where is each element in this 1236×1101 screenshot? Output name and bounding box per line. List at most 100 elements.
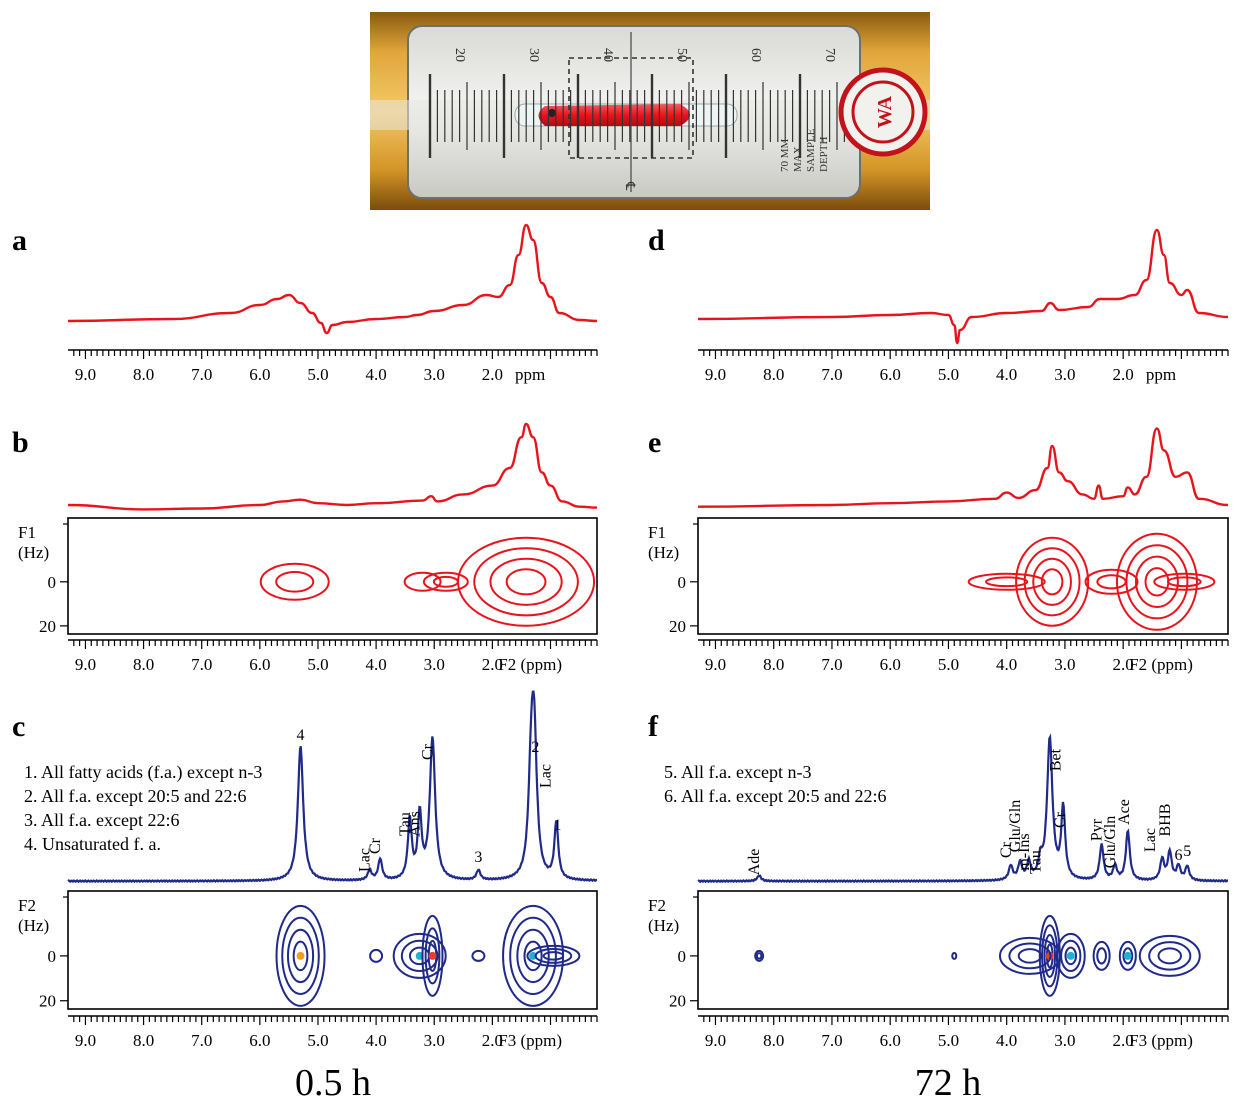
panel-letter: a [12,224,27,257]
peak-label: 4 [297,727,305,744]
contour-level [292,940,309,972]
contour-level [542,951,565,961]
ppm-tick-label: 5.0 [938,1031,959,1050]
ppm-tick-label: 3.0 [1054,655,1075,674]
peak-label: Ans [407,811,424,837]
ppm-tick-label: 3.0 [1054,1031,1075,1050]
hz-tick-label: 0 [48,947,57,966]
ppm-tick-label: 6.0 [880,655,901,674]
contour-level [754,949,765,962]
scale-number: 40 [600,48,615,62]
peak-label: 5 [1183,843,1191,860]
contour-level [1115,532,1198,631]
ppm-tick-label: 2.0 [1113,1031,1134,1050]
contour-level [1118,940,1137,971]
contour-level [534,948,573,964]
ppm-tick-label: 4.0 [365,365,386,384]
ppm-tick-label: 3.0 [1054,365,1075,384]
peak-label: Pyr [1089,818,1106,841]
hz-tick-label: 0 [678,573,687,592]
contour-level [951,951,958,960]
ppm-tick-label: 7.0 [821,1031,842,1050]
contour-level [1157,947,1183,965]
ppm-tick-label: 5.0 [307,1031,328,1050]
contour-level [1166,576,1202,588]
peak-label: m-Ins [1016,833,1033,870]
contour-level [755,952,763,960]
contour-level [275,570,315,593]
ppm-tick-label: 5.0 [307,365,328,384]
contour-level [1017,948,1043,964]
spectrum-e [697,427,1229,508]
contour-ylabel: (Hz) [18,543,49,562]
peak-label: Bet [1047,748,1064,771]
contour-frame [697,890,1229,1010]
contour-level [457,536,596,627]
axis-unit-label: F3 (ppm) [1129,1031,1193,1050]
contour-level [1084,568,1139,595]
ppm-tick-label: 6.0 [880,365,901,384]
contour-frame [697,517,1229,635]
legend-entry: 3. All f.a. except 22:6 [24,810,179,830]
peak-label: 2 [531,739,539,756]
spectrum-d [697,228,1229,345]
contour-level [1134,555,1179,608]
contour-level [259,562,330,601]
scale-number: 30 [526,48,541,62]
contour-peak [428,951,437,960]
centerline-mark: ℄ [623,181,638,191]
panel-letter: c [12,710,25,743]
ppm-tick-label: 4.0 [996,365,1017,384]
sample-tube-photo: WA 70 MM MAX SAMPLE DEPTH 20 30 40 50 60… [370,12,930,210]
ppm-tick-label: 2.0 [482,1031,503,1050]
ppm-tick-label: 3.0 [424,1031,445,1050]
contour-level [275,904,326,1007]
contour-level [473,547,579,617]
contour-level [281,916,320,995]
peak-label: Glu/Gln [1102,816,1119,868]
ppm-tick-label: 8.0 [133,1031,154,1050]
ppm-tick-label: 7.0 [191,1031,212,1050]
peak-label: Ade [746,849,763,876]
panel-letter: b [12,426,29,459]
ppm-tick-label: 6.0 [249,655,270,674]
contour-level [1043,933,1057,978]
gauge-text-line: 70 MM [779,138,791,172]
peak-label: Lac [537,764,554,788]
peak-label: Tau [397,812,414,836]
axis-unit-label: ppm [1146,365,1176,384]
legend-entry: 5. All f.a. except n-3 [664,762,811,782]
gauge-text-line: SAMPLE [805,128,817,172]
spectrum-c [67,690,598,884]
contour-level [422,571,469,592]
panel-letter: f [648,710,659,743]
contour-peak [1066,951,1075,960]
contour-level [421,914,444,997]
peak-label: BHB [1157,804,1174,837]
contour-level [1040,568,1064,596]
ppm-tick-label: 2.0 [1113,365,1134,384]
contour-level [1060,939,1082,973]
contour-level [1138,934,1201,977]
gauge-text-line: DEPTH [818,137,830,173]
contour-level [505,568,547,596]
peak-label: Cr [1052,811,1069,828]
contour-level [286,928,315,984]
spectrum-f [697,733,1229,884]
contour-level [1153,572,1216,591]
contour-level [509,916,557,995]
ppm-tick-label: 5.0 [307,655,328,674]
contour-peak [1123,951,1132,960]
scale-number: 20 [452,48,467,62]
peak-label: Lac [357,848,374,872]
contour-level [998,936,1061,975]
peak-label: Tau [1027,850,1044,874]
contour-level [432,575,459,588]
hz-tick-label: 20 [669,992,686,1011]
hz-tick-label: 20 [39,992,56,1011]
ppm-tick-label: 4.0 [365,1031,386,1050]
peak-label: Cr [998,841,1015,858]
peak-label: 6 [1174,847,1182,864]
ppm-tick-label: 3.0 [424,655,445,674]
